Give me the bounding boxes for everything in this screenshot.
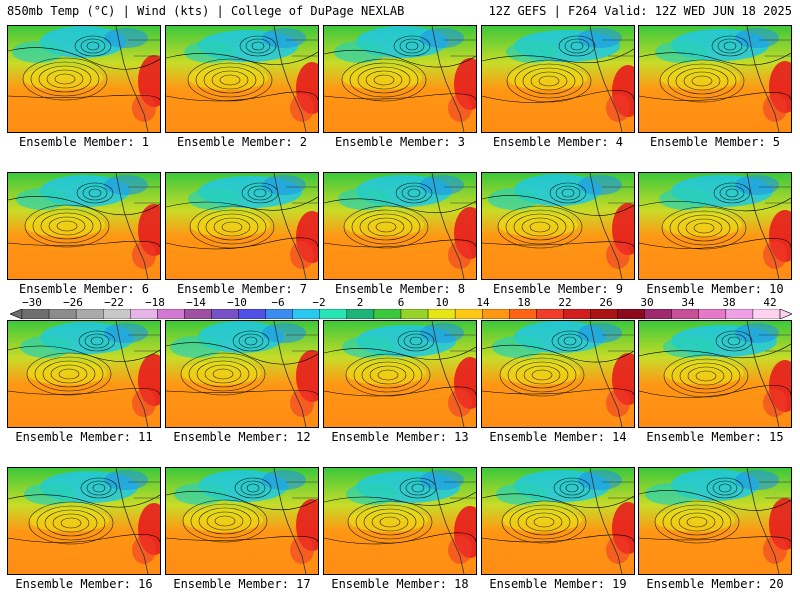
ensemble-member-label: Ensemble Member: 8 xyxy=(334,282,466,296)
ensemble-member-map xyxy=(323,320,477,428)
ensemble-member-label: Ensemble Member: 3 xyxy=(334,135,466,149)
ensemble-member-map xyxy=(165,172,319,280)
ensemble-member-label: Ensemble Member: 5 xyxy=(649,135,781,149)
model-run-info: 12Z GEFS | F264 Valid: 12Z WED JUN 18 20… xyxy=(488,4,792,18)
colorbar-tick-label: 6 xyxy=(397,296,405,309)
ensemble-member-map xyxy=(7,467,161,575)
colorbar-tick-label: 22 xyxy=(558,296,572,309)
ensemble-member-map xyxy=(638,467,792,575)
colorbar-tick-label: 10 xyxy=(435,296,449,309)
ensemble-member-label: Ensemble Member: 2 xyxy=(176,135,308,149)
ensemble-member-label: Ensemble Member: 12 xyxy=(173,430,311,444)
ensemble-member-map xyxy=(481,320,635,428)
ensemble-member-label: Ensemble Member: 19 xyxy=(489,577,627,591)
ensemble-member-label: Ensemble Member: 11 xyxy=(15,430,153,444)
ensemble-member-map xyxy=(481,172,635,280)
ensemble-member-label: Ensemble Member: 15 xyxy=(646,430,784,444)
colorbar-tick-label: −26 xyxy=(63,296,83,309)
ensemble-member-map xyxy=(7,172,161,280)
chart-title: 850mb Temp (°C) | Wind (kts) | College o… xyxy=(7,4,405,18)
colorbar-tick-label: −14 xyxy=(186,296,206,309)
colorbar-tick-label: 26 xyxy=(599,296,613,309)
colorbar-tick-label: 18 xyxy=(517,296,531,309)
ensemble-member-label: Ensemble Member: 16 xyxy=(15,577,153,591)
ensemble-member-map xyxy=(323,467,477,575)
ensemble-member-map xyxy=(638,320,792,428)
ensemble-member-map xyxy=(481,467,635,575)
ensemble-member-label: Ensemble Member: 10 xyxy=(646,282,784,296)
ensemble-member-label: Ensemble Member: 17 xyxy=(173,577,311,591)
ensemble-member-label: Ensemble Member: 7 xyxy=(176,282,308,296)
colorbar-tick-label: 2 xyxy=(356,296,364,309)
ensemble-member-label: Ensemble Member: 9 xyxy=(492,282,624,296)
colorbar-tick-label: 42 xyxy=(763,296,777,309)
colorbar-tick-label: −22 xyxy=(104,296,124,309)
colorbar-tick-label: 14 xyxy=(476,296,490,309)
ensemble-member-map xyxy=(7,320,161,428)
colorbar-tick-label: −6 xyxy=(271,296,285,309)
ensemble-member-label: Ensemble Member: 6 xyxy=(18,282,150,296)
ensemble-member-map xyxy=(638,172,792,280)
temperature-colorbar xyxy=(10,309,792,319)
ensemble-member-map xyxy=(165,25,319,133)
colorbar-tick-label: −30 xyxy=(22,296,42,309)
ensemble-member-label: Ensemble Member: 13 xyxy=(331,430,469,444)
ensemble-member-map xyxy=(323,25,477,133)
ensemble-member-label: Ensemble Member: 4 xyxy=(492,135,624,149)
colorbar-tick-label: −2 xyxy=(312,296,326,309)
colorbar-tick-label: 34 xyxy=(681,296,695,309)
colorbar-tick-label: −18 xyxy=(145,296,165,309)
ensemble-member-label: Ensemble Member: 14 xyxy=(489,430,627,444)
ensemble-member-map xyxy=(165,467,319,575)
ensemble-member-label: Ensemble Member: 20 xyxy=(646,577,784,591)
ensemble-member-map xyxy=(323,172,477,280)
ensemble-member-map xyxy=(481,25,635,133)
colorbar-tick-label: 38 xyxy=(722,296,736,309)
ensemble-member-label: Ensemble Member: 18 xyxy=(331,577,469,591)
ensemble-member-map xyxy=(638,25,792,133)
colorbar-tick-label: −10 xyxy=(227,296,247,309)
colorbar-tick-label: 30 xyxy=(640,296,654,309)
ensemble-member-label: Ensemble Member: 1 xyxy=(18,135,150,149)
ensemble-member-map xyxy=(7,25,161,133)
ensemble-member-map xyxy=(165,320,319,428)
